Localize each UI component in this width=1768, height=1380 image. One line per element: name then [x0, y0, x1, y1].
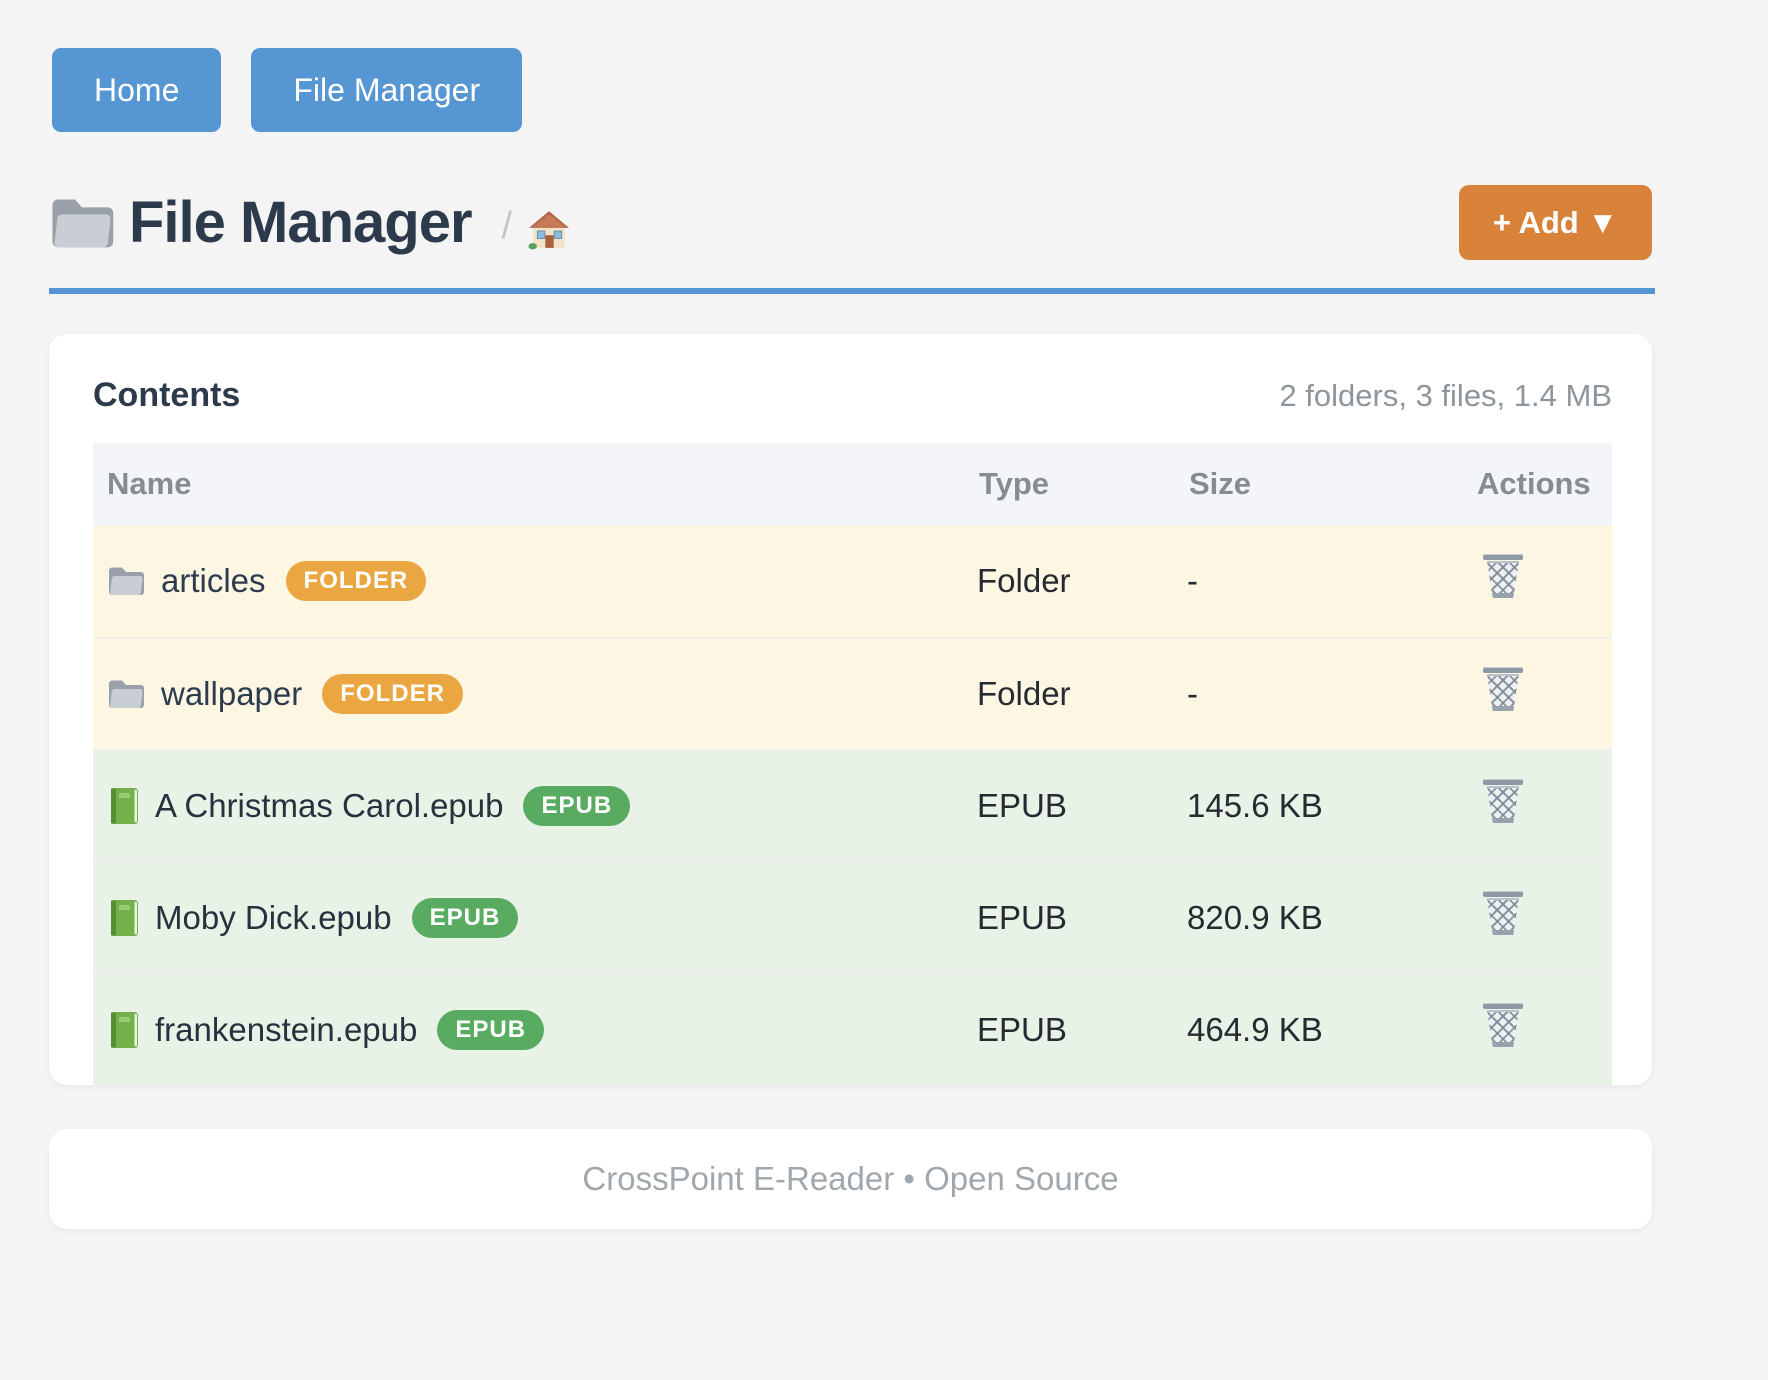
file-type: EPUB — [977, 1011, 1067, 1048]
file-table: Name Type Size Actions — [93, 443, 1612, 1085]
file-size: 145.6 KB — [1187, 787, 1323, 824]
column-header-actions: Actions — [1477, 466, 1591, 501]
file-type: Folder — [977, 562, 1071, 599]
table-row[interactable]: Moby Dick.epub EPUB EPUB 820.9 KB — [93, 861, 1612, 973]
file-table-body: articles FOLDER Folder - — [93, 525, 1612, 1085]
delete-button[interactable] — [1483, 891, 1523, 937]
trash-icon — [1483, 667, 1523, 713]
footer-text: CrossPoint E-Reader • Open Source — [582, 1160, 1119, 1197]
file-type: EPUB — [977, 787, 1067, 824]
file-name[interactable]: frankenstein.epub — [155, 1011, 418, 1048]
green-book-icon — [107, 899, 139, 937]
trash-icon — [1483, 1003, 1523, 1049]
type-badge: EPUB — [437, 1010, 545, 1050]
green-book-icon — [107, 787, 139, 825]
trash-icon — [1483, 891, 1523, 937]
trash-icon — [1483, 554, 1523, 600]
delete-button[interactable] — [1483, 667, 1523, 713]
add-button[interactable]: + Add ▼ — [1458, 185, 1652, 260]
file-manager-button[interactable]: File Manager — [251, 48, 523, 132]
folder-icon — [107, 565, 145, 597]
file-name[interactable]: wallpaper — [161, 675, 303, 712]
file-size: 464.9 KB — [1187, 1011, 1323, 1048]
green-book-icon — [107, 1011, 139, 1049]
trash-icon — [1483, 779, 1523, 825]
type-badge: FOLDER — [285, 561, 427, 601]
folder-icon — [107, 678, 145, 710]
footer: CrossPoint E-Reader • Open Source — [49, 1129, 1652, 1229]
table-row[interactable]: wallpaper FOLDER Folder - — [93, 637, 1612, 749]
column-header-name: Name — [107, 466, 192, 501]
column-header-size: Size — [1189, 466, 1252, 501]
home-icon[interactable] — [528, 210, 570, 250]
file-size: - — [1187, 675, 1198, 712]
type-badge: EPUB — [523, 786, 631, 826]
page-title: File Manager — [129, 190, 473, 255]
file-name[interactable]: Moby Dick.epub — [155, 899, 392, 936]
table-row[interactable]: articles FOLDER Folder - — [93, 525, 1612, 637]
type-badge: FOLDER — [322, 674, 463, 714]
file-size: - — [1187, 562, 1198, 599]
contents-card: Contents 2 folders, 3 files, 1.4 MB Name… — [49, 334, 1652, 1085]
column-header-type: Type — [979, 466, 1050, 501]
page: Home File Manager File Manager / — [49, 48, 1768, 1229]
page-header: File Manager / + Add ▼ — [49, 185, 1652, 260]
breadcrumb-separator: / — [501, 205, 513, 247]
folder-icon — [49, 195, 115, 251]
contents-title: Contents — [93, 376, 241, 414]
file-size: 820.9 KB — [1187, 899, 1323, 936]
file-name[interactable]: A Christmas Carol.epub — [155, 787, 504, 824]
contents-summary: 2 folders, 3 files, 1.4 MB — [1279, 378, 1612, 413]
delete-button[interactable] — [1483, 1003, 1523, 1049]
delete-button[interactable] — [1483, 779, 1523, 825]
table-row[interactable]: frankenstein.epub EPUB EPUB 464.9 KB — [93, 973, 1612, 1085]
header-divider — [49, 288, 1655, 294]
breadcrumb-nav: Home File Manager — [52, 48, 1768, 132]
home-button[interactable]: Home — [52, 48, 222, 132]
file-name[interactable]: articles — [161, 562, 266, 599]
type-badge: EPUB — [411, 898, 519, 938]
table-row[interactable]: A Christmas Carol.epub EPUB EPUB 145.6 K… — [93, 749, 1612, 861]
file-type: Folder — [977, 675, 1071, 712]
table-header: Name Type Size Actions — [93, 443, 1612, 525]
delete-button[interactable] — [1483, 554, 1523, 600]
file-type: EPUB — [977, 899, 1067, 936]
